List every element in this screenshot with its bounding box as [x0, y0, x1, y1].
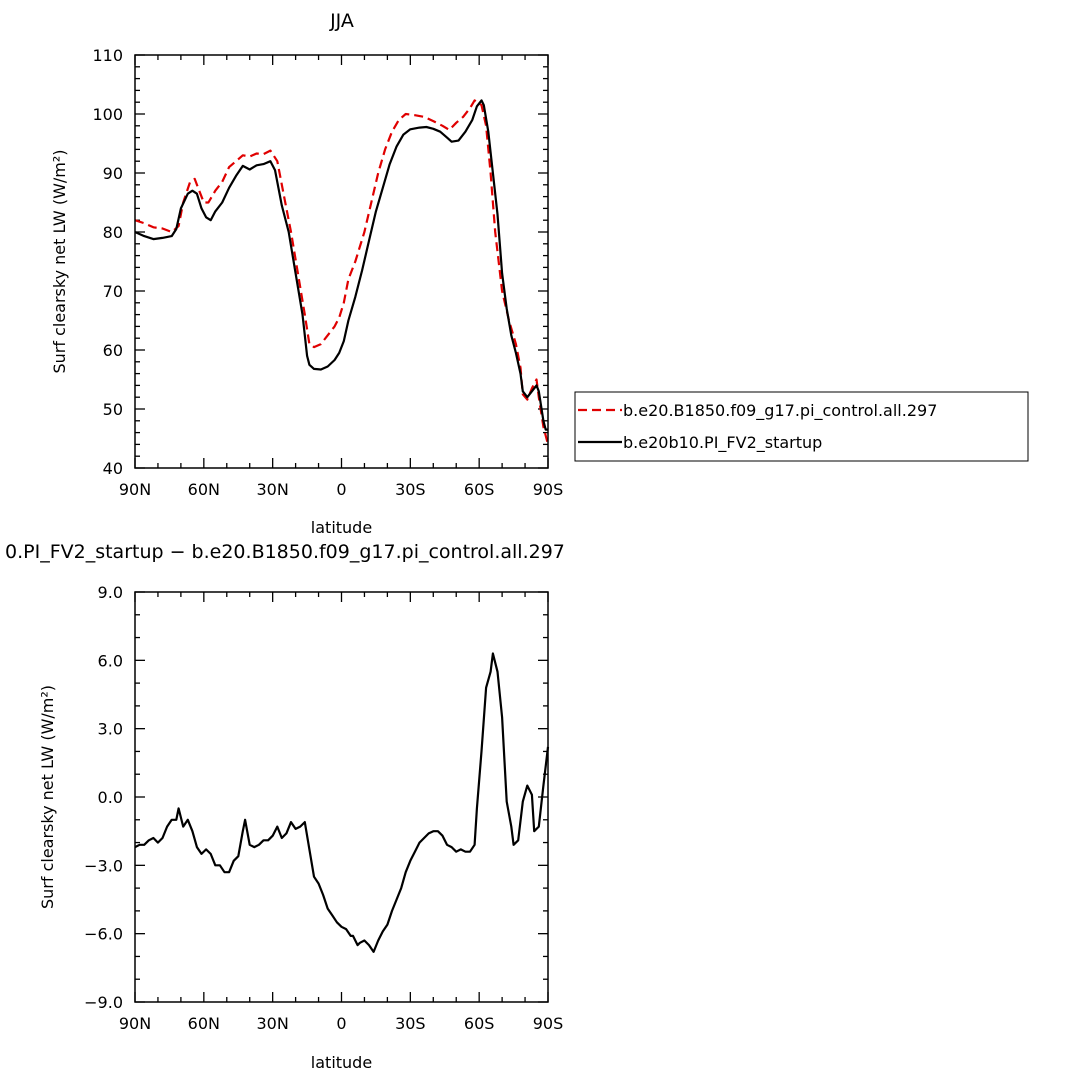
y-tick-label: 9.0: [98, 583, 123, 602]
bottom-plot-frame: [134, 591, 549, 1003]
top-series-group: [134, 99, 550, 445]
bottom-chart-title: 0.PI_FV2_startup − b.e20.B1850.f09_g17.p…: [5, 541, 565, 563]
y-tick-label: 100: [92, 105, 123, 124]
y-tick-label: −6.0: [84, 925, 123, 944]
y-tick-label: 50: [103, 400, 123, 419]
series-line-1-0: [134, 652, 550, 953]
bottom-x-axis-label: latitude: [311, 1053, 372, 1072]
legend-label-pi-control: b.e20.B1850.f09_g17.pi_control.all.297: [623, 401, 937, 421]
y-tick-label: 60: [103, 341, 123, 360]
y-tick-label: −3.0: [84, 856, 123, 875]
x-tick-label: 90N: [119, 1014, 151, 1033]
x-tick-label: 30S: [395, 480, 426, 499]
y-tick-label: 80: [103, 223, 123, 242]
y-tick-label: 40: [103, 459, 123, 478]
y-tick-label: 6.0: [98, 651, 123, 670]
x-tick-label: 90S: [533, 480, 564, 499]
y-tick-label: −9.0: [84, 993, 123, 1012]
bottom-y-axis-label: Surf clearsky net LW (W/m²): [38, 685, 57, 909]
x-tick-label: 30S: [395, 1014, 426, 1033]
y-tick-label: 70: [103, 282, 123, 301]
x-tick-label: 90N: [119, 480, 151, 499]
y-tick-label: 90: [103, 164, 123, 183]
x-tick-label: 30N: [257, 1014, 289, 1033]
y-tick-label: 0.0: [98, 788, 123, 807]
x-tick-label: 60N: [188, 1014, 220, 1033]
x-tick-label: 0: [336, 480, 346, 499]
top-y-axis-label: Surf clearsky net LW (W/m²): [50, 149, 69, 373]
series-line-0-0: [134, 99, 550, 445]
bottom-series-group: [134, 652, 550, 953]
legend-box: [574, 391, 1029, 462]
top-axis-ticks: 90N 60N 30N 0 30S 60S 90S 40 50 60 70 80 90 100 110: [92, 46, 563, 499]
legend-label-fv2-startup: b.e20b10.PI_FV2_startup: [623, 433, 822, 453]
bottom-panel: 0.PI_FV2_startup − b.e20.B1850.f09_g17.p…: [5, 541, 565, 1072]
y-tick-label: 110: [92, 46, 123, 65]
top-x-axis-label: latitude: [311, 518, 372, 537]
bottom-axis-ticks: 90N 60N 30N 0 30S 60S 90S −9.0 −6.0 −3.0 0.0 3.0 6.0…: [84, 583, 563, 1033]
x-tick-label: 0: [336, 1014, 346, 1033]
top-plot-frame: [134, 54, 549, 469]
x-tick-label: 30N: [257, 480, 289, 499]
x-tick-label: 60S: [464, 1014, 495, 1033]
x-tick-label: 60S: [464, 480, 495, 499]
x-tick-label: 90S: [533, 1014, 564, 1033]
y-tick-label: 3.0: [98, 720, 123, 739]
legend: b.e20.B1850.f09_g17.pi_control.all.297 b…: [574, 391, 1029, 462]
x-tick-label: 60N: [188, 480, 220, 499]
top-panel: JJA latitude Surf clearsky net LW (W/m²)…: [50, 10, 563, 537]
top-chart-title: JJA: [329, 10, 354, 32]
series-line-0-1: [134, 99, 548, 431]
